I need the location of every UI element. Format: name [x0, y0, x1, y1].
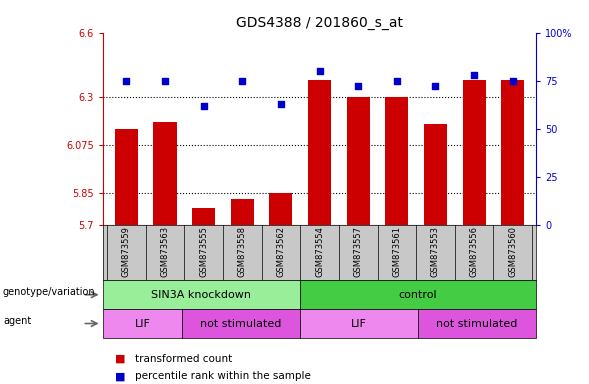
- Bar: [300, 309, 418, 338]
- Point: [237, 78, 247, 84]
- Point: [315, 68, 324, 74]
- Point: [160, 78, 170, 84]
- Bar: [385, 97, 408, 225]
- Bar: [501, 79, 524, 225]
- Bar: [231, 199, 254, 225]
- Bar: [153, 122, 177, 225]
- Bar: [346, 97, 370, 225]
- Point: [199, 103, 209, 109]
- Point: [121, 78, 131, 84]
- Bar: [308, 79, 331, 225]
- Text: LIF: LIF: [134, 318, 150, 329]
- Text: GSM873563: GSM873563: [160, 226, 170, 277]
- Text: percentile rank within the sample: percentile rank within the sample: [135, 371, 312, 381]
- Point: [276, 101, 286, 107]
- Text: GSM873561: GSM873561: [392, 226, 401, 277]
- Bar: [103, 280, 300, 309]
- Bar: [103, 309, 182, 338]
- Point: [353, 83, 363, 89]
- Text: ■: ■: [115, 354, 125, 364]
- Bar: [424, 124, 447, 225]
- Point: [508, 78, 518, 84]
- Bar: [192, 208, 215, 225]
- Text: ■: ■: [115, 371, 125, 381]
- Text: not stimulated: not stimulated: [200, 318, 282, 329]
- Text: GSM873555: GSM873555: [199, 226, 208, 277]
- Text: GSM873554: GSM873554: [315, 226, 324, 277]
- Bar: [462, 79, 486, 225]
- Text: GSM873556: GSM873556: [469, 226, 479, 277]
- Text: GSM873560: GSM873560: [508, 226, 517, 277]
- Text: agent: agent: [3, 316, 31, 326]
- Text: transformed count: transformed count: [135, 354, 233, 364]
- Bar: [269, 193, 293, 225]
- Text: GSM873553: GSM873553: [431, 226, 440, 277]
- Bar: [182, 309, 300, 338]
- Bar: [300, 280, 536, 309]
- Text: genotype/variation: genotype/variation: [3, 287, 95, 297]
- Title: GDS4388 / 201860_s_at: GDS4388 / 201860_s_at: [236, 16, 403, 30]
- Point: [469, 72, 479, 78]
- Text: GSM873562: GSM873562: [276, 226, 286, 277]
- Point: [392, 78, 402, 84]
- Bar: [115, 129, 138, 225]
- Text: LIF: LIF: [351, 318, 367, 329]
- Text: GSM873559: GSM873559: [122, 226, 131, 277]
- Text: GSM873558: GSM873558: [238, 226, 247, 277]
- Point: [431, 83, 440, 89]
- Bar: [418, 309, 536, 338]
- Text: GSM873557: GSM873557: [353, 226, 363, 277]
- Text: control: control: [399, 290, 437, 300]
- Text: not stimulated: not stimulated: [436, 318, 518, 329]
- Text: SIN3A knockdown: SIN3A knockdown: [151, 290, 252, 300]
